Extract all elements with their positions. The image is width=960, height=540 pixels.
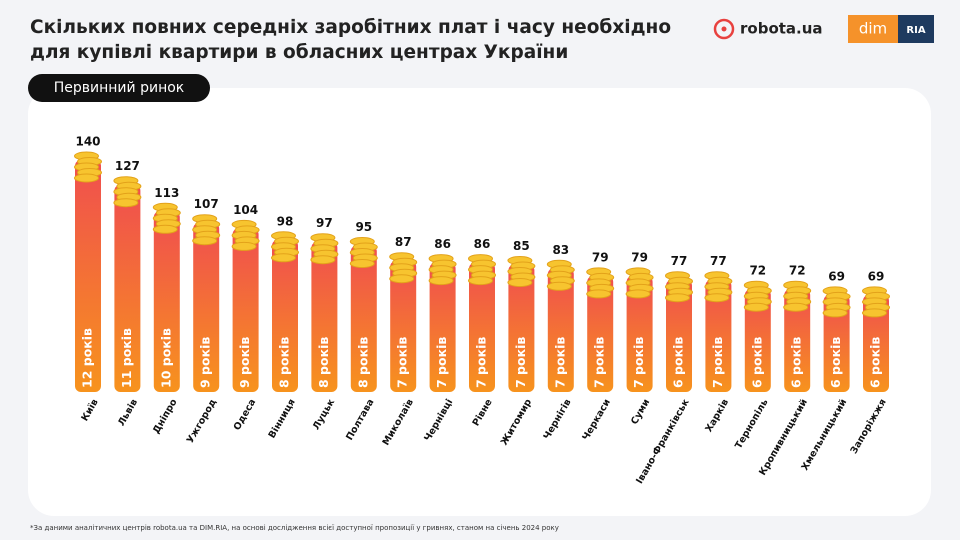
coin xyxy=(74,173,99,183)
year-label: 7 років xyxy=(552,337,567,388)
coin xyxy=(704,293,730,303)
bar xyxy=(587,275,614,392)
year-label: 9 років xyxy=(198,337,213,388)
year-label: 12 років xyxy=(80,328,95,388)
ria-logo-bg xyxy=(898,15,934,43)
value-label: 69 xyxy=(828,269,845,283)
coin xyxy=(349,259,375,268)
bar xyxy=(547,268,574,392)
value-label: 104 xyxy=(233,203,258,217)
coin xyxy=(546,281,572,291)
robota-icon-dot xyxy=(721,26,727,32)
bar xyxy=(705,279,732,392)
year-label: 10 років xyxy=(158,328,173,388)
value-label: 97 xyxy=(316,216,333,230)
coin xyxy=(625,289,651,299)
bar xyxy=(784,289,811,392)
value-label: 127 xyxy=(115,159,140,173)
value-label: 87 xyxy=(395,235,412,249)
dim-logo: dim xyxy=(859,20,887,38)
value-label: 79 xyxy=(631,250,648,264)
value-label: 95 xyxy=(355,220,372,234)
year-label: 6 років xyxy=(868,337,883,388)
bar xyxy=(469,262,495,392)
dim-logo-bg xyxy=(848,15,898,43)
year-label: 7 років xyxy=(513,337,528,388)
coin xyxy=(665,293,690,303)
value-label: 85 xyxy=(513,239,530,253)
value-label: 113 xyxy=(154,186,179,200)
value-label: 69 xyxy=(868,269,885,283)
year-label: 7 років xyxy=(474,337,489,388)
year-label: 6 років xyxy=(828,337,843,388)
value-label: 86 xyxy=(434,237,451,251)
value-label: 72 xyxy=(789,264,806,278)
year-label: 8 років xyxy=(277,337,292,388)
value-label: 140 xyxy=(75,135,100,149)
coin xyxy=(389,274,415,284)
bar xyxy=(311,241,338,392)
year-label: 7 років xyxy=(710,337,725,388)
coin xyxy=(271,253,296,263)
bar xyxy=(193,222,220,392)
year-label: 7 років xyxy=(434,337,449,388)
bar xyxy=(626,275,653,392)
coin xyxy=(586,289,612,299)
footnote: *За даними аналітичних центрів robota.ua… xyxy=(30,524,559,532)
value-label: 77 xyxy=(710,254,727,268)
title-line: для купівлі квартири в обласних центрах … xyxy=(30,42,568,63)
year-label: 11 років xyxy=(119,328,134,388)
coin xyxy=(822,308,848,318)
subtitle: Первинний ринок xyxy=(54,80,185,96)
bar xyxy=(350,245,377,392)
bar xyxy=(823,294,850,392)
value-label: 83 xyxy=(552,243,569,257)
ria-logo: RIA xyxy=(906,25,925,36)
robota-icon xyxy=(713,18,735,40)
coin xyxy=(783,302,809,312)
bar xyxy=(666,279,692,392)
coin xyxy=(152,224,178,234)
value-label: 79 xyxy=(592,250,609,264)
coin xyxy=(862,308,887,318)
coin xyxy=(507,278,533,287)
value-label: 77 xyxy=(671,254,688,268)
bar xyxy=(232,228,259,392)
year-label: 7 років xyxy=(395,337,410,388)
year-label: 8 років xyxy=(355,337,370,388)
title-line: Скільких повних середніх заробітних плат… xyxy=(30,17,671,38)
coin xyxy=(468,276,493,286)
coin xyxy=(113,198,139,208)
year-label: 6 років xyxy=(671,337,686,388)
year-label: 8 років xyxy=(316,337,331,388)
value-label: 98 xyxy=(277,214,294,228)
bar xyxy=(863,294,889,392)
year-label: 6 років xyxy=(749,337,764,388)
coin xyxy=(310,255,336,265)
robota-logo: robota.ua xyxy=(740,20,823,38)
bar xyxy=(744,289,771,392)
bar xyxy=(153,211,180,392)
coin xyxy=(743,302,769,312)
subtitle-pill xyxy=(28,74,210,102)
value-label: 72 xyxy=(749,264,766,278)
bar xyxy=(272,239,298,392)
year-label: 7 років xyxy=(592,337,607,388)
year-label: 7 років xyxy=(631,337,646,388)
bar xyxy=(429,262,456,392)
bar xyxy=(390,260,417,392)
bar xyxy=(114,184,141,392)
coin xyxy=(231,241,257,251)
value-label: 86 xyxy=(474,237,491,251)
bar xyxy=(75,160,101,392)
value-label: 107 xyxy=(194,197,219,211)
bar xyxy=(508,264,535,392)
coin xyxy=(192,236,218,246)
year-label: 6 років xyxy=(789,337,804,388)
coin xyxy=(428,276,454,286)
year-label: 9 років xyxy=(237,337,252,388)
